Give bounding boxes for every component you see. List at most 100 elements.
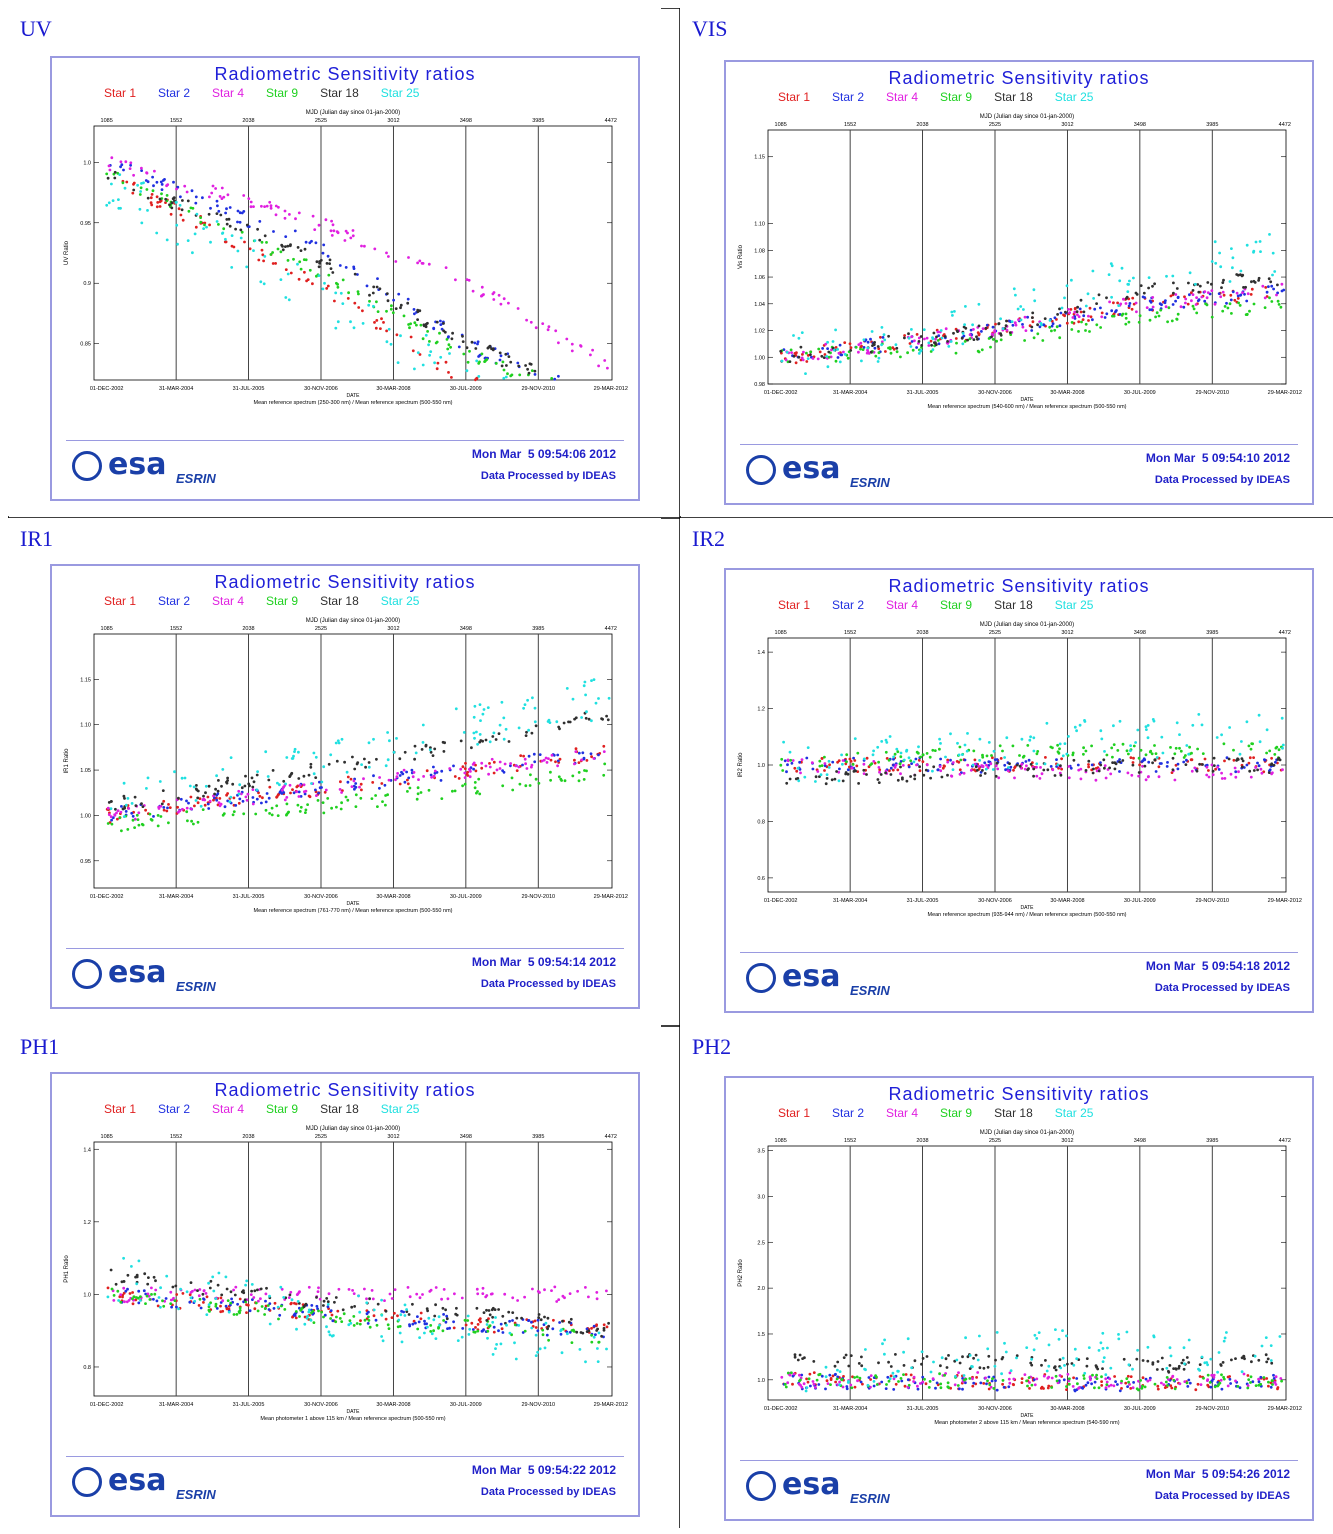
data-point <box>204 784 208 788</box>
data-point <box>805 756 809 760</box>
data-point <box>939 769 943 773</box>
data-point <box>784 1385 788 1389</box>
data-point <box>958 1361 962 1365</box>
data-point <box>318 780 321 784</box>
data-point <box>580 716 583 719</box>
data-point <box>427 1316 431 1320</box>
data-point <box>969 768 973 772</box>
data-point <box>166 806 169 810</box>
data-point <box>927 1386 931 1389</box>
data-point <box>178 203 182 207</box>
data-point <box>914 757 918 761</box>
data-point <box>371 1297 375 1301</box>
data-point <box>1025 1379 1028 1383</box>
data-point <box>351 1289 354 1292</box>
data-point <box>321 287 325 291</box>
data-point <box>137 1289 141 1293</box>
data-point <box>1277 748 1281 752</box>
data-point <box>149 196 153 200</box>
data-point <box>356 290 360 293</box>
data-point <box>861 1382 864 1386</box>
data-point <box>966 1355 970 1359</box>
data-point <box>864 1348 867 1351</box>
data-point <box>812 1360 816 1363</box>
esa-logo-text: esa <box>108 1463 167 1498</box>
data-point <box>256 1309 260 1313</box>
data-point <box>337 741 341 745</box>
data-point <box>418 1296 422 1300</box>
data-point <box>461 784 464 788</box>
x-axis-label: Mean reference spectrum (935-944 nm) / M… <box>927 912 1126 918</box>
bottom-tick-label: 30-JUL-2009 <box>1124 898 1156 904</box>
data-point <box>993 1364 997 1368</box>
data-point <box>916 751 920 755</box>
data-point <box>347 291 350 295</box>
data-point <box>1194 282 1197 286</box>
data-point <box>786 758 790 762</box>
data-point <box>135 1282 139 1286</box>
data-point <box>1274 760 1277 764</box>
data-point <box>592 1324 596 1328</box>
data-point <box>120 829 123 833</box>
data-point <box>1154 752 1158 755</box>
data-point <box>1176 767 1180 771</box>
data-point <box>543 1346 547 1350</box>
data-point <box>186 239 190 243</box>
legend-entry: Star 1 <box>104 86 137 100</box>
data-point <box>334 1320 338 1324</box>
data-point <box>847 1364 851 1368</box>
series-star-1 <box>121 179 479 382</box>
data-point <box>131 814 135 818</box>
data-point <box>368 299 371 303</box>
data-point <box>792 354 796 358</box>
data-point <box>1182 1346 1186 1350</box>
data-point <box>929 350 933 353</box>
data-point <box>887 334 890 338</box>
data-point <box>1220 1387 1224 1391</box>
data-point <box>159 180 163 184</box>
data-point <box>838 1380 841 1384</box>
data-point <box>325 1297 329 1300</box>
data-point <box>285 802 289 806</box>
esa-logo: esa ESRIN <box>746 1465 926 1506</box>
data-point <box>246 1303 250 1307</box>
data-point <box>1271 273 1274 277</box>
data-point <box>462 731 466 734</box>
data-point <box>409 322 412 326</box>
data-point <box>962 1374 966 1377</box>
data-point <box>119 206 122 210</box>
data-point <box>885 741 889 744</box>
scatter-plot: MJD (Julian day since 01-jan-2000)1085 15… <box>64 1126 628 1422</box>
data-point <box>597 1340 601 1344</box>
data-point <box>840 1377 844 1381</box>
data-point <box>260 801 263 805</box>
data-point <box>436 361 440 365</box>
data-point <box>284 245 287 249</box>
data-point <box>1170 319 1174 323</box>
data-point <box>902 758 906 762</box>
data-point <box>1156 1387 1160 1391</box>
data-point <box>1127 1363 1131 1367</box>
data-point <box>338 788 342 791</box>
chart-panel: Radiometric Sensitivity ratios Star 1 Star… <box>50 1072 640 1517</box>
legend-entry: Star 1 <box>778 598 811 612</box>
data-point <box>1083 1371 1087 1375</box>
data-point <box>780 1375 784 1379</box>
data-point <box>1110 746 1114 750</box>
data-point <box>989 345 992 349</box>
bottom-tick-label: 29-MAR-2012 <box>594 894 628 900</box>
data-point <box>1073 306 1077 310</box>
data-point <box>1105 753 1109 757</box>
data-point <box>1028 1387 1031 1390</box>
data-point <box>442 1313 445 1316</box>
data-point <box>931 336 934 339</box>
data-point <box>372 285 376 289</box>
data-point <box>426 330 429 333</box>
data-point <box>242 194 246 197</box>
data-point <box>1111 761 1114 764</box>
data-point <box>857 1362 861 1365</box>
data-point <box>251 802 255 806</box>
scatter-plot: MJD (Julian day since 01-jan-2000)1085 15… <box>738 114 1302 410</box>
data-point <box>1006 769 1010 773</box>
data-point <box>1252 249 1256 253</box>
